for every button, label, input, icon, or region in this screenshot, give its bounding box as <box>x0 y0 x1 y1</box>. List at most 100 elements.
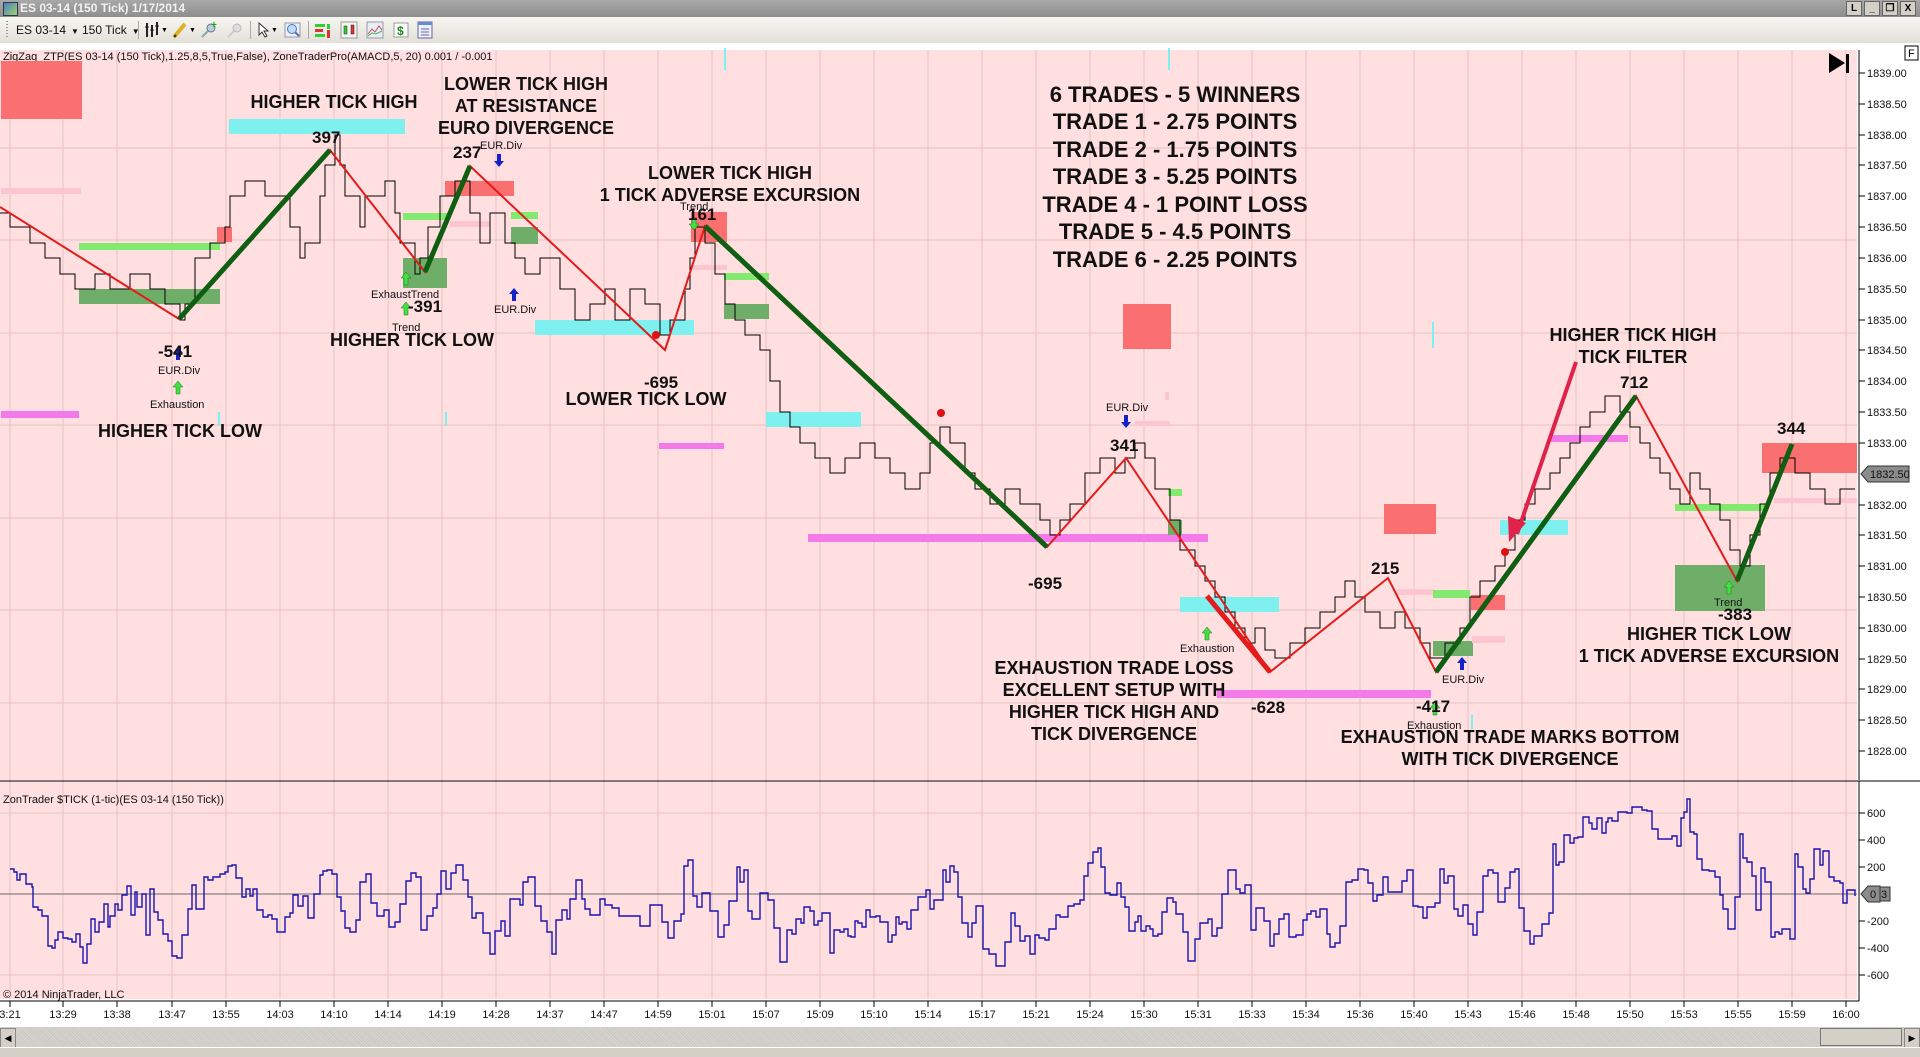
scroll-left-button[interactable]: ◀ <box>0 1028 16 1048</box>
svg-text:TRADE 2 - 1.75 POINTS: TRADE 2 - 1.75 POINTS <box>1053 137 1298 162</box>
tick-line <box>10 798 1856 967</box>
svg-text:3:21: 3:21 <box>0 1009 21 1021</box>
scroll-to-end-icon[interactable] <box>1829 53 1849 73</box>
strategies-icon[interactable] <box>314 21 332 39</box>
svg-text:LOWER TICK HIGH: LOWER TICK HIGH <box>444 74 608 94</box>
svg-text:EUR.Div: EUR.Div <box>1106 402 1149 414</box>
svg-text:TRADE 5 - 4.5 POINTS: TRADE 5 - 4.5 POINTS <box>1059 219 1291 244</box>
exhaustion-up-arrow-icon <box>172 380 184 395</box>
red-dot-markers <box>652 331 1509 556</box>
current-tick-marker: 0 3 <box>1860 885 1891 903</box>
eur-div-up-arrow-icon <box>1457 657 1467 670</box>
svg-text:$: $ <box>397 24 404 38</box>
svg-text:15:30: 15:30 <box>1130 1009 1158 1021</box>
svg-text:HIGHER TICK LOW: HIGHER TICK LOW <box>98 421 262 441</box>
price-axis-labels: 1839.00 1838.50 1838.00 1837.50 1837.00 1836.… <box>1859 68 1907 758</box>
svg-text:HIGHER TICK LOW: HIGHER TICK LOW <box>330 330 494 350</box>
chart-svg[interactable]: 1839.00 1838.50 1838.00 1837.50 1837.00 1836.… <box>0 43 1920 1027</box>
svg-text:15:34: 15:34 <box>1292 1009 1320 1021</box>
scroll-thumb[interactable] <box>1820 1028 1902 1046</box>
svg-text:1 TICK ADVERSE EXCURSION: 1 TICK ADVERSE EXCURSION <box>600 185 860 205</box>
svg-text:-600: -600 <box>1867 970 1889 982</box>
svg-text:LOWER TICK LOW: LOWER TICK LOW <box>566 389 727 409</box>
annotation-arrow <box>1508 361 1578 542</box>
svg-text:161: 161 <box>688 205 716 224</box>
toolbar-grip[interactable] <box>6 21 8 39</box>
time-axis-labels: 3:21 13:29 13:38 13:47 13:55 14:03 14:10 14:14 1… <box>0 1001 1860 1021</box>
indicators-icon[interactable] <box>366 21 384 39</box>
svg-text:EUR.Div: EUR.Div <box>480 140 523 152</box>
svg-text:14:28: 14:28 <box>482 1009 510 1021</box>
dollar-icon[interactable]: $ <box>392 21 410 39</box>
chevron-down-icon: ▼ <box>71 27 79 36</box>
svg-text:TRADE 6 - 2.25 POINTS: TRADE 6 - 2.25 POINTS <box>1053 247 1298 272</box>
svg-text:15:10: 15:10 <box>860 1009 888 1021</box>
svg-text:712: 712 <box>1620 373 1648 392</box>
svg-text:1 TICK ADVERSE EXCURSION: 1 TICK ADVERSE EXCURSION <box>1579 646 1839 666</box>
interval-label: 150 Tick <box>82 23 127 37</box>
svg-text:13:47: 13:47 <box>158 1009 186 1021</box>
svg-text:13:55: 13:55 <box>212 1009 240 1021</box>
svg-text:1833.00: 1833.00 <box>1867 438 1907 450</box>
svg-text:EXHAUSTION TRADE LOSS: EXHAUSTION TRADE LOSS <box>994 658 1233 678</box>
f-button[interactable]: F <box>1904 45 1919 61</box>
minimize-button[interactable]: _ <box>1864 1 1880 16</box>
svg-text:15:50: 15:50 <box>1616 1009 1644 1021</box>
remove-indicator-icon[interactable] <box>226 21 244 39</box>
properties-icon[interactable] <box>416 21 434 39</box>
svg-text:15:36: 15:36 <box>1346 1009 1374 1021</box>
interval-selector[interactable]: 150 Tick ▼ <box>82 21 140 39</box>
chart-canvas[interactable]: 1839.00 1838.50 1838.00 1837.50 1837.00 1836.… <box>0 43 1920 1027</box>
svg-text:15:24: 15:24 <box>1076 1009 1104 1021</box>
cursor-icon[interactable]: ▼ <box>256 21 280 39</box>
svg-text:15:55: 15:55 <box>1724 1009 1752 1021</box>
zones <box>1 61 1857 698</box>
svg-text:1830.00: 1830.00 <box>1867 623 1907 635</box>
svg-text:HIGHER TICK HIGH: HIGHER TICK HIGH <box>1549 325 1716 345</box>
link-button[interactable]: L <box>1846 1 1862 16</box>
drawing-tool-icon[interactable]: ▼ <box>172 21 196 39</box>
chart-style-icon[interactable]: ▼ <box>144 21 168 39</box>
horizontal-scrollbar[interactable]: ◀ ▶ <box>0 1027 1920 1048</box>
scroll-right-button[interactable]: ▶ <box>1904 1028 1920 1048</box>
cyan-markers <box>218 48 1473 729</box>
svg-text:1829.00: 1829.00 <box>1867 684 1907 696</box>
copyright-label: © 2014 NinjaTrader, LLC <box>3 989 124 1001</box>
svg-text:LOWER TICK HIGH: LOWER TICK HIGH <box>648 163 812 183</box>
restore-button[interactable]: ❐ <box>1882 1 1898 16</box>
svg-text:HIGHER TICK HIGH: HIGHER TICK HIGH <box>250 92 417 112</box>
add-indicator-icon[interactable]: + <box>200 21 218 39</box>
svg-text:HIGHER TICK HIGH AND: HIGHER TICK HIGH AND <box>1009 702 1219 722</box>
svg-text:341: 341 <box>1110 436 1138 455</box>
svg-text:14:03: 14:03 <box>266 1009 294 1021</box>
svg-text:200: 200 <box>1867 862 1885 874</box>
svg-text:15:40: 15:40 <box>1400 1009 1428 1021</box>
svg-text:15:48: 15:48 <box>1562 1009 1590 1021</box>
svg-text:1831.50: 1831.50 <box>1867 530 1907 542</box>
tick-axis-labels: 600 400 200 -200 -400 -600 <box>1859 808 1889 982</box>
svg-text:14:59: 14:59 <box>644 1009 672 1021</box>
svg-text:1830.50: 1830.50 <box>1867 592 1907 604</box>
svg-text:EXCELLENT SETUP WITH: EXCELLENT SETUP WITH <box>1003 680 1226 700</box>
svg-text:6 TRADES - 5 WINNERS: 6 TRADES - 5 WINNERS <box>1050 82 1301 107</box>
tick-panel-label: ZonTrader $TICK (1-tic)(ES 03-14 (150 Ti… <box>3 794 224 806</box>
bar-type-icon[interactable] <box>340 21 358 39</box>
svg-text:Exhaustion: Exhaustion <box>1180 643 1234 655</box>
svg-text:-541: -541 <box>158 342 192 361</box>
svg-text:EURO DIVERGENCE: EURO DIVERGENCE <box>438 118 614 138</box>
close-button[interactable]: X <box>1900 1 1916 16</box>
toolbar-separator <box>308 21 309 39</box>
svg-text:14:14: 14:14 <box>374 1009 402 1021</box>
window-controls: L _ ❐ X <box>1846 1 1916 16</box>
svg-text:1833.50: 1833.50 <box>1867 407 1907 419</box>
svg-text:15:53: 15:53 <box>1670 1009 1698 1021</box>
svg-text:1832.50: 1832.50 <box>1870 469 1910 481</box>
zoom-icon[interactable] <box>284 21 302 39</box>
svg-text:1835.00: 1835.00 <box>1867 315 1907 327</box>
svg-text:14:19: 14:19 <box>428 1009 456 1021</box>
chevron-down-icon: ▼ <box>131 27 140 36</box>
instrument-selector[interactable]: ES 03-14 ▼ <box>16 21 79 39</box>
svg-text:1834.00: 1834.00 <box>1867 376 1907 388</box>
svg-text:14:47: 14:47 <box>590 1009 618 1021</box>
svg-text:15:43: 15:43 <box>1454 1009 1482 1021</box>
